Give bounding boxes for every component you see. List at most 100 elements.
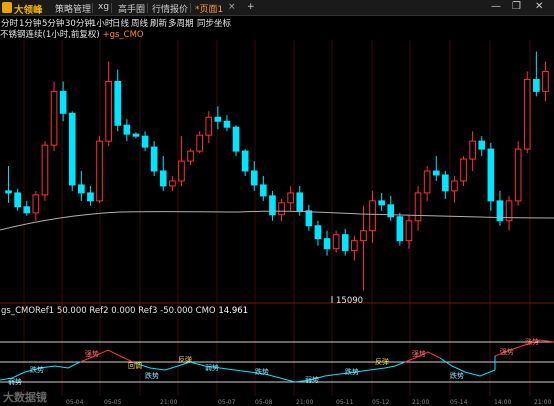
candle-up <box>332 234 340 250</box>
svg-text:05-04: 05-04 <box>66 399 84 406</box>
indicator-name[interactable]: gs_CMO <box>109 30 144 40</box>
period-5min[interactable]: 5分钟 <box>42 19 65 29</box>
ref3-value: -50.000 <box>160 306 193 316</box>
candle-down <box>250 170 258 186</box>
candle-up <box>50 90 58 146</box>
cmo-reference-lines <box>0 341 554 383</box>
candle-down <box>59 90 67 114</box>
tab-divider <box>190 3 191 13</box>
candle-down <box>387 204 395 218</box>
cmo-label: CMO <box>195 306 216 316</box>
tab-divider <box>92 3 93 13</box>
candle-up <box>451 180 458 192</box>
svg-text:14:00: 14:00 <box>494 399 511 406</box>
tab-divider <box>147 3 148 13</box>
candle-up <box>542 70 549 92</box>
svg-text:跌势: 跌势 <box>30 365 44 374</box>
candle-down <box>496 200 504 222</box>
sync-coords-button[interactable]: 同步坐标 <box>197 19 232 29</box>
close-button[interactable]: ✕ <box>535 1 544 12</box>
new-tab-button[interactable]: + <box>247 2 255 12</box>
candle-down <box>241 150 249 172</box>
svg-text:强势: 强势 <box>85 349 99 358</box>
candlestick-series <box>5 51 549 291</box>
tab-experts[interactable]: 高手圈 <box>118 5 146 15</box>
svg-text:弱势: 弱势 <box>205 363 219 372</box>
tab-quotes[interactable]: 行情报价 <box>152 5 189 15</box>
tab-close-icon[interactable]: × <box>228 2 236 12</box>
moving-average-line <box>0 210 554 231</box>
candle-down <box>141 135 149 148</box>
period-1hour[interactable]: 1小时 <box>91 19 114 29</box>
cmo-line-upper <box>79 339 554 364</box>
svg-text:跌势: 跌势 <box>450 371 464 380</box>
svg-text:05-07: 05-07 <box>218 399 236 406</box>
candle-up <box>187 150 194 162</box>
candle-down <box>432 170 440 176</box>
candle-up <box>369 200 376 232</box>
maximize-button[interactable]: ❐ <box>512 1 521 12</box>
candle-down <box>14 192 21 208</box>
candle-down <box>214 116 222 122</box>
tab-strategy[interactable]: 策略管理 <box>55 5 92 15</box>
svg-text:跌势: 跌势 <box>255 367 269 376</box>
candle-up <box>414 192 422 222</box>
svg-text:跌势: 跌势 <box>345 367 359 376</box>
candle-down <box>378 200 385 206</box>
period-toolbar: 分时 1分钟 5分钟 30分钟 1小时 日线 周线 刷新 多周期 同步坐标 <box>0 16 554 29</box>
svg-text:强势: 强势 <box>412 349 426 358</box>
candle-up <box>196 134 203 152</box>
period-1min[interactable]: 1分钟 <box>19 19 42 29</box>
svg-text:21:00: 21:00 <box>160 399 177 406</box>
period-daily[interactable]: 日线 <box>112 19 130 29</box>
chart-info-line: 不锈钢连续(1小时,前复权) +gs_CMO <box>0 28 144 40</box>
candle-down <box>87 192 94 202</box>
cmo-line-lower <box>0 356 496 383</box>
app-logo-icon <box>2 2 12 13</box>
ref3-label: Ref3 <box>138 306 158 316</box>
svg-text:回调: 回调 <box>128 361 142 370</box>
period-weekly[interactable]: 周线 <box>131 19 149 29</box>
ref2-label: Ref2 <box>89 306 109 316</box>
symbol-title: 不锈钢连续(1小时,前复权) <box>0 30 100 40</box>
candle-up <box>460 158 467 182</box>
refresh-button[interactable]: 刷新 <box>150 19 168 29</box>
period-30min[interactable]: 30分钟 <box>65 19 93 29</box>
candle-up <box>32 194 40 214</box>
candle-up <box>351 240 358 252</box>
candle-up <box>278 202 285 216</box>
svg-text:弱势: 弱势 <box>8 377 22 386</box>
cmo-value: 14.961 <box>218 306 249 316</box>
candle-down <box>296 192 304 212</box>
candle-down <box>478 140 486 150</box>
tab-xg[interactable]: xg <box>98 2 110 12</box>
svg-text:05-08: 05-08 <box>255 399 273 406</box>
cmo-indicator-name[interactable]: gs_CMO <box>1 306 36 316</box>
svg-text:强势: 强势 <box>500 347 514 356</box>
candle-up <box>287 192 294 204</box>
candle-down <box>269 195 276 216</box>
candle-down <box>260 184 267 197</box>
tab-page1[interactable]: *页面1 <box>195 5 224 15</box>
svg-text:05-12: 05-12 <box>372 399 390 406</box>
svg-text:21:00: 21:00 <box>534 399 551 406</box>
candle-down <box>132 133 140 137</box>
ref2-value: 0.000 <box>111 306 136 316</box>
candle-up <box>205 116 213 136</box>
candle-up <box>178 160 185 182</box>
vertical-gridlines <box>23 40 531 396</box>
candle-up <box>469 140 476 160</box>
ref1-value: 50.000 <box>56 306 87 316</box>
svg-text:21:00: 21:00 <box>296 399 313 406</box>
time-axis-labels: 05-04 05-05 21:00 05-07 05-08 21:00 05-11 05-… <box>66 399 551 406</box>
candle-down <box>533 78 540 92</box>
tab-divider <box>111 3 112 13</box>
candle-up <box>514 148 522 202</box>
candle-down <box>150 146 158 172</box>
period-fenshi[interactable]: 分时 <box>1 19 19 29</box>
minimize-button[interactable]: — <box>491 1 501 12</box>
watermark: 大数据镜 <box>3 391 47 404</box>
multi-period-button[interactable]: 多周期 <box>168 19 194 29</box>
svg-text:涨势: 涨势 <box>525 337 539 346</box>
